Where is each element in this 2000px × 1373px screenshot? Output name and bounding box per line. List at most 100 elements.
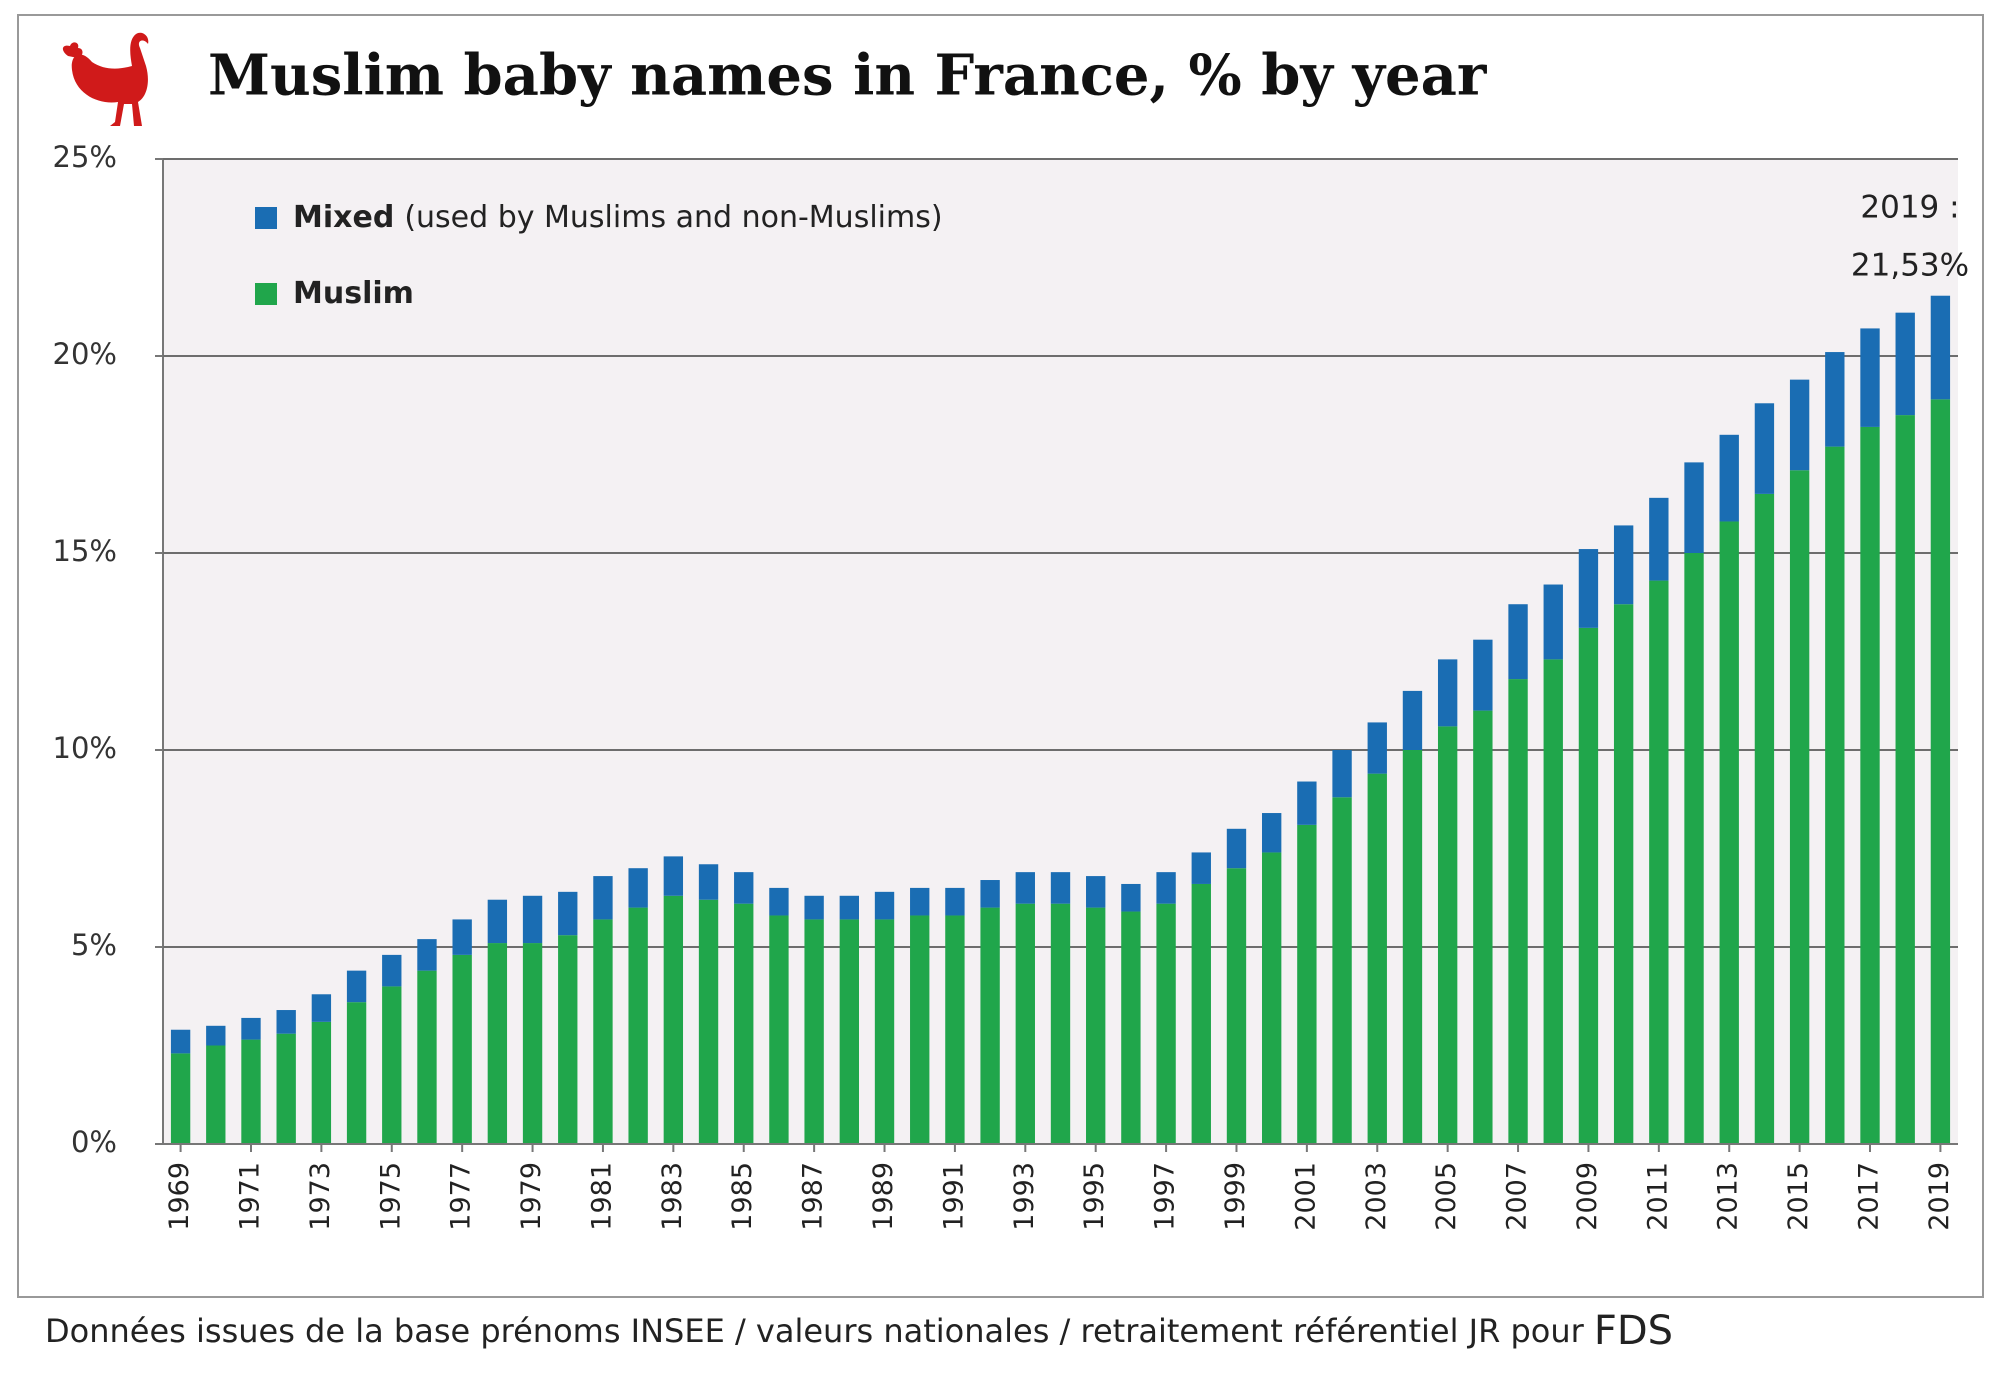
x-tick-label: 1983 xyxy=(657,1162,688,1231)
bar-segment xyxy=(1789,379,1810,471)
bar-segment xyxy=(417,970,437,1144)
bar-segment xyxy=(1121,883,1141,912)
bar-segment xyxy=(1156,903,1176,1144)
x-tick-label: 2005 xyxy=(1431,1162,1462,1231)
bar-segment xyxy=(311,994,332,1022)
bar-segment xyxy=(1754,403,1775,494)
bar-segment xyxy=(1649,497,1669,581)
source-brand: FDS xyxy=(1594,1308,1673,1354)
x-tick-label: 1977 xyxy=(446,1162,477,1231)
bar-segment xyxy=(1367,722,1387,774)
bar-segment xyxy=(1402,690,1423,750)
bar-segment xyxy=(558,891,578,936)
x-tick-label: 2015 xyxy=(1783,1162,1814,1231)
y-tick-label: 10% xyxy=(53,731,117,765)
x-tick-label: 1989 xyxy=(868,1162,899,1231)
bar-segment xyxy=(1719,521,1739,1144)
bar-segment xyxy=(452,919,472,955)
legend-entry: Muslim xyxy=(293,276,414,311)
bar-segment xyxy=(1015,872,1035,904)
bar-segment xyxy=(593,876,613,920)
bar-segment xyxy=(980,907,1000,1144)
x-tick-label: 2019 xyxy=(1924,1162,1955,1231)
x-tick-label: 2007 xyxy=(1502,1162,1533,1231)
bar-segment xyxy=(1508,679,1528,1144)
x-tick-label: 2017 xyxy=(1854,1162,1885,1231)
bar-segment xyxy=(1578,549,1599,628)
y-tick-label: 15% xyxy=(53,534,117,568)
bar-segment xyxy=(734,872,754,904)
bar-segment xyxy=(1261,813,1282,853)
bar-segment xyxy=(170,1053,191,1144)
x-tick-label: 1971 xyxy=(234,1162,265,1231)
x-tick-label: 2011 xyxy=(1642,1162,1673,1231)
legend-note: (used by Muslims and non-Muslims) xyxy=(404,200,942,235)
bar-segment xyxy=(1191,852,1211,884)
bar-segment xyxy=(1860,328,1880,427)
bar-segment xyxy=(1050,872,1071,904)
x-tick-label: 1985 xyxy=(727,1162,758,1231)
bar-segment xyxy=(804,895,824,920)
annotation: 2019 : xyxy=(1860,190,1959,226)
bar-segment xyxy=(1930,399,1951,1145)
bar-segment xyxy=(241,1039,261,1144)
legend-entry: Mixed (used by Muslims and non-Muslims) xyxy=(293,200,943,235)
x-tick-label: 1997 xyxy=(1150,1162,1181,1231)
bar-segment xyxy=(1437,726,1458,1144)
bar-segment xyxy=(1297,781,1317,825)
bar-segment xyxy=(1613,604,1634,1144)
bar-segment xyxy=(839,919,860,1144)
x-tick-label: 1999 xyxy=(1220,1162,1251,1231)
bar-segment xyxy=(945,915,965,1144)
bar-segment xyxy=(241,1017,261,1040)
bar-segment xyxy=(276,1033,296,1144)
bar-segment xyxy=(170,1029,191,1054)
bar-segment xyxy=(1825,352,1845,447)
bar-segment xyxy=(1402,750,1423,1144)
x-tick-label: 1969 xyxy=(164,1162,195,1231)
y-tick-label: 20% xyxy=(53,337,117,371)
bar-segment xyxy=(769,915,789,1144)
bar-segment xyxy=(1332,797,1352,1144)
bar-segment xyxy=(593,919,613,1144)
bar-segment xyxy=(1015,903,1035,1144)
bar-segment xyxy=(452,954,472,1144)
bar-segment xyxy=(522,895,543,944)
x-tick-label: 1973 xyxy=(305,1162,336,1231)
bar-segment xyxy=(663,856,684,896)
bar-segment xyxy=(1050,903,1071,1144)
bar-segment xyxy=(206,1045,226,1144)
bar-segment xyxy=(1226,828,1247,869)
legend-name: Muslim xyxy=(293,276,414,311)
bar-segment xyxy=(945,887,965,916)
bar-segment xyxy=(874,919,895,1144)
bar-segment xyxy=(628,907,648,1144)
bar-segment xyxy=(734,903,754,1144)
bar-segment xyxy=(1860,426,1880,1144)
x-tick-label: 2003 xyxy=(1361,1162,1392,1231)
x-tick-label: 1995 xyxy=(1079,1162,1110,1231)
bar-segment xyxy=(1437,659,1458,727)
legend-swatch xyxy=(255,283,277,305)
bar-segment xyxy=(980,880,1000,908)
bar-segment xyxy=(1473,710,1493,1144)
bar-segment xyxy=(1649,580,1669,1144)
bar-segment xyxy=(558,935,578,1144)
bar-segment xyxy=(1543,584,1563,660)
bar-segment xyxy=(698,899,719,1144)
bar-segment xyxy=(1789,470,1810,1144)
bar-segment xyxy=(487,943,508,1144)
bar-segment xyxy=(206,1025,226,1046)
y-tick-label: 5% xyxy=(71,928,117,962)
x-tick-label: 2009 xyxy=(1572,1162,1603,1231)
chart-title: Muslim baby names in France, % by year xyxy=(208,43,1488,109)
bar-segment xyxy=(1895,415,1915,1145)
bar-segment xyxy=(346,970,367,1003)
bar-segment xyxy=(910,915,930,1144)
bar-segment xyxy=(1261,852,1282,1144)
bar-segment xyxy=(1191,883,1211,1144)
source-text: Données issues de la base prénoms INSEE … xyxy=(45,1312,1585,1350)
bar-segment xyxy=(1719,434,1739,522)
y-tick-label: 25% xyxy=(53,140,117,174)
